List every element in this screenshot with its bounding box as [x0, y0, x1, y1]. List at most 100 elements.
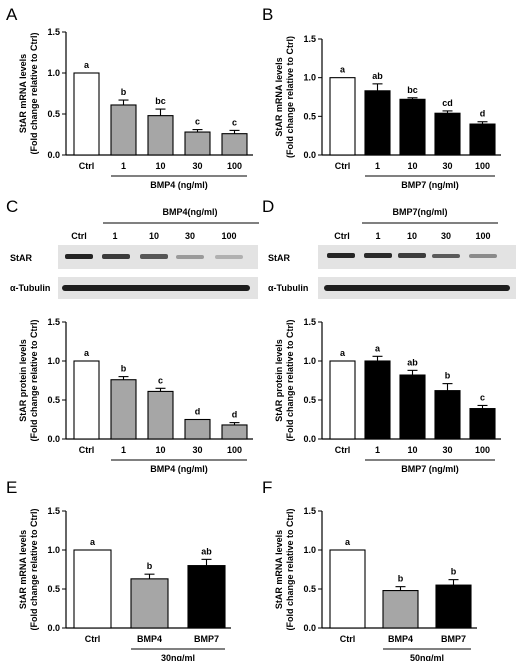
- significance-letter: a: [345, 537, 351, 547]
- significance-letter: c: [158, 375, 163, 385]
- panel-letter-e: E: [6, 478, 17, 497]
- blot-row-label: StAR: [268, 253, 290, 263]
- y-axis-label: StAR mRNA levels(Fold change relative to…: [274, 508, 295, 630]
- y-tick-label: 1.0: [303, 73, 316, 83]
- x-axis-label: 30ng/ml: [161, 653, 195, 661]
- significance-letter: ab: [407, 357, 418, 367]
- bar: [147, 390, 174, 440]
- x-tick-label: Ctrl: [335, 445, 351, 455]
- blot-lane-label: 100: [221, 231, 236, 241]
- x-axis-label: BMP4 (ng/ml): [150, 464, 208, 474]
- blot-lane-label: 30: [441, 231, 451, 241]
- y-axis-label-line: StAR mRNA levels: [274, 530, 284, 609]
- chart-panel-b: 0.0 0.5 1.0 1.5 StAR mRNA levels(Fold change…: [274, 34, 501, 190]
- x-tick-label: 10: [155, 445, 165, 455]
- x-tick-label: 1: [121, 445, 126, 455]
- y-tick-label: 0.5: [47, 395, 60, 405]
- significance-letter: a: [340, 348, 346, 358]
- blot-band: [364, 253, 392, 258]
- x-tick-label: 100: [227, 161, 242, 171]
- significance-letter: b: [147, 561, 153, 571]
- x-axis-label: BMP7 (ng/ml): [401, 464, 459, 474]
- y-axis-label: StAR protein levels(Fold change relative…: [274, 319, 295, 441]
- blot-lane-label: 1: [375, 231, 380, 241]
- bar: [364, 360, 391, 440]
- bar: [329, 360, 356, 440]
- bar: [329, 549, 366, 629]
- blot-lane-label: 10: [149, 231, 159, 241]
- y-tick-label: 1.0: [303, 356, 316, 366]
- panel-letter-f: F: [262, 478, 272, 497]
- y-tick-label: 1.5: [47, 27, 60, 37]
- bar: [399, 98, 426, 156]
- y-tick-label: 0.5: [303, 111, 316, 121]
- significance-letter: a: [84, 60, 90, 70]
- bar: [399, 374, 426, 440]
- significance-letter: bc: [407, 85, 418, 95]
- significance-letter: bc: [155, 96, 166, 106]
- x-axis-label: BMP7 (ng/ml): [401, 180, 459, 190]
- significance-letter: a: [90, 537, 96, 547]
- blot-band: [432, 254, 460, 258]
- x-tick-label: Ctrl: [79, 161, 95, 171]
- y-axis-label-line: (Fold change relative to Ctrl): [285, 508, 295, 630]
- y-axis-label-line: StAR mRNA levels: [274, 57, 284, 136]
- blot-row-label: StAR: [10, 253, 32, 263]
- bar: [110, 379, 137, 440]
- blot-band: [469, 254, 497, 258]
- x-tick-label: 30: [192, 445, 202, 455]
- x-axis-label: BMP4 (ng/ml): [150, 180, 208, 190]
- y-axis-label-line: StAR mRNA levels: [18, 530, 28, 609]
- blot-band: [398, 253, 426, 258]
- y-tick-label: 0.5: [303, 584, 316, 594]
- x-tick-label: Ctrl: [85, 634, 101, 644]
- chart-panel-d: 0.0 0.5 1.0 1.5 StAR protein levels(Fold cha…: [274, 317, 501, 474]
- blot-lane-label: Ctrl: [334, 231, 350, 241]
- x-tick-label: 10: [155, 161, 165, 171]
- y-tick-label: 0.0: [47, 434, 60, 444]
- significance-letter: ab: [372, 71, 383, 81]
- y-tick-label: 1.5: [47, 317, 60, 327]
- y-tick-label: 1.0: [47, 356, 60, 366]
- significance-letter: d: [195, 407, 201, 417]
- chart-panel-f: 0.0 0.5 1.0 1.5 StAR mRNA levels(Fold change…: [274, 506, 477, 661]
- x-tick-label: Ctrl: [340, 634, 356, 644]
- western-blot-bmp4: BMP4(ng/ml) Ctrl 1 10 30 100 StAR α-Tubu…: [10, 207, 259, 299]
- chart-panel-c: 0.0 0.5 1.0 1.5 StAR protein levels(Fold cha…: [18, 317, 253, 474]
- bar: [434, 390, 461, 440]
- chart-panel-e: 0.0 0.5 1.0 1.5 StAR mRNA levels(Fold change…: [18, 506, 231, 661]
- y-axis-label-line: (Fold change relative to Ctrl): [29, 32, 39, 154]
- significance-letter: c: [232, 117, 237, 127]
- x-tick-label: 1: [121, 161, 126, 171]
- y-axis-label-line: (Fold change relative to Ctrl): [285, 319, 295, 441]
- bar: [221, 133, 248, 156]
- blot-band: [62, 285, 250, 291]
- significance-letter: a: [375, 343, 381, 353]
- x-tick-label: Ctrl: [335, 161, 351, 171]
- panel-letter-c: C: [6, 197, 18, 216]
- x-tick-label: Ctrl: [79, 445, 95, 455]
- x-tick-label: 100: [475, 161, 490, 171]
- chart-panel-a: 0.0 0.5 1.0 1.5 StAR mRNA levels(Fold change…: [18, 27, 253, 190]
- x-tick-label: BMP4: [388, 634, 413, 644]
- bar: [110, 104, 137, 156]
- x-tick-label: 100: [475, 445, 490, 455]
- y-axis-label-line: (Fold change relative to Ctrl): [285, 36, 295, 158]
- y-axis-label-line: StAR mRNA levels: [18, 54, 28, 133]
- significance-letter: a: [340, 65, 346, 75]
- significance-letter: b: [445, 371, 451, 381]
- blot-band: [176, 255, 204, 259]
- blot-lane-label: 1: [112, 231, 117, 241]
- x-tick-label: 30: [442, 445, 452, 455]
- blot-band: [65, 254, 93, 259]
- y-axis-label-line: (Fold change relative to Ctrl): [29, 319, 39, 441]
- bar: [382, 590, 419, 629]
- bar: [221, 424, 248, 440]
- bar: [469, 123, 496, 156]
- x-tick-label: 100: [227, 445, 242, 455]
- y-axis-label-line: StAR protein levels: [274, 339, 284, 422]
- blot-row-label: α-Tubulin: [268, 283, 308, 293]
- y-axis-label: StAR mRNA levels(Fold change relative to…: [274, 36, 295, 158]
- y-tick-label: 0.5: [47, 584, 60, 594]
